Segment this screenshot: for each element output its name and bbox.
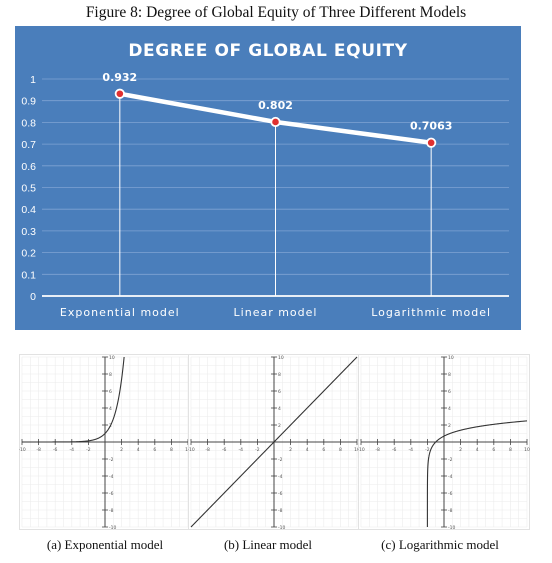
function-curve xyxy=(22,356,125,443)
y-tick-label: 0 xyxy=(30,291,36,303)
y-tick-label: 0.9 xyxy=(21,96,36,108)
logarithmic-graph: -10 -8 -6 -4 -2 2 4 6 8 10 -10 -8 -6 -4 -2 2 4 6 8 10 xyxy=(358,354,530,530)
y-tick-label: 8 xyxy=(278,372,281,378)
y-tick-label: -6 xyxy=(278,491,283,497)
drop-lines xyxy=(119,93,432,296)
data-labels: 0.932 0.802 0.7063 xyxy=(102,71,452,133)
y-tick-label: -8 xyxy=(109,508,114,514)
x-tick-label: -6 xyxy=(392,447,397,453)
y-tick-label: -6 xyxy=(448,491,453,497)
subcaption-logarithmic: (c) Logarithmic model xyxy=(381,537,499,552)
y-tick-label: 10 xyxy=(448,355,454,361)
x-tick-label: 10 xyxy=(354,447,360,453)
y-tick-label: 2 xyxy=(448,423,451,429)
data-label: 0.7063 xyxy=(410,120,452,133)
data-label: 0.802 xyxy=(258,99,293,112)
y-tick-label: 0.2 xyxy=(21,248,36,260)
y-tick-label: 0.3 xyxy=(21,226,36,238)
y-tick-label: 0.1 xyxy=(21,269,36,281)
x-tick-label: 8 xyxy=(170,447,173,453)
y-tick-label: 0.7 xyxy=(21,139,36,151)
y-tick-label: 0.6 xyxy=(21,161,36,173)
x-category-label: Linear model xyxy=(234,306,318,319)
y-tick-label: 2 xyxy=(278,423,281,429)
x-tick-label: -10 xyxy=(188,447,195,453)
y-tick-label: -4 xyxy=(448,474,453,480)
x-tick-label: -4 xyxy=(239,447,244,453)
chart-title: DEGREE OF GLOBAL EQUITY xyxy=(128,41,407,61)
x-tick-label: -6 xyxy=(53,447,58,453)
y-tick-label: -4 xyxy=(109,474,114,480)
x-axis-categories: Exponential model Linear model Logarithmic… xyxy=(60,306,491,319)
x-tick-label: -2 xyxy=(255,447,260,453)
x-tick-label: 4 xyxy=(476,447,479,453)
y-axis-ticks: 0 0.1 0.2 0.3 0.4 0.5 0.6 0.7 0.8 0.9 1 xyxy=(21,74,36,303)
x-tick-label: -8 xyxy=(375,447,380,453)
function-curve xyxy=(190,356,358,528)
x-tick-label: -6 xyxy=(222,447,227,453)
x-category-label: Exponential model xyxy=(60,306,180,319)
y-tick-label: 6 xyxy=(109,389,112,395)
data-point xyxy=(270,116,281,128)
x-tick-label: -10 xyxy=(19,447,26,453)
x-tick-label: 2 xyxy=(289,447,292,453)
y-tick-label: -2 xyxy=(448,457,453,463)
data-point xyxy=(426,137,437,148)
x-tick-label: 6 xyxy=(322,447,325,453)
y-tick-label: 4 xyxy=(278,406,281,412)
y-tick-label: 10 xyxy=(109,355,115,361)
main-chart-panel: DEGREE OF GLOBAL EQUITY 0 0.1 0.2 0.3 0.4 0.5… xyxy=(15,26,521,330)
x-tick-label: 4 xyxy=(306,447,309,453)
x-tick-label: 6 xyxy=(492,447,495,453)
y-tick-label: -8 xyxy=(448,508,453,514)
x-tick-label: 2 xyxy=(459,447,462,453)
y-tick-label: -2 xyxy=(278,457,283,463)
y-tick-label: 6 xyxy=(278,389,281,395)
linear-graph: -10 -8 -6 -4 -2 2 4 6 8 10 -10 -8 -6 -4 -2 2 4 6 8 10 xyxy=(188,354,360,530)
x-tick-label: -2 xyxy=(86,447,91,453)
x-tick-label: 8 xyxy=(339,447,342,453)
y-tick-label: -6 xyxy=(109,491,114,497)
x-tick-label: -2 xyxy=(425,447,430,453)
y-tick-label: 10 xyxy=(278,355,284,361)
y-tick-label: -4 xyxy=(278,474,283,480)
y-tick-label: 0.8 xyxy=(21,117,36,129)
x-tick-label: -10 xyxy=(358,447,365,453)
x-tick-label: 2 xyxy=(120,447,123,453)
y-tick-label: 0.5 xyxy=(21,183,36,195)
y-tick-label: 4 xyxy=(109,406,112,412)
y-tick-label: -10 xyxy=(448,525,455,530)
y-tick-label: 8 xyxy=(109,372,112,378)
y-tick-label: 6 xyxy=(448,389,451,395)
global-equity-chart: DEGREE OF GLOBAL EQUITY 0 0.1 0.2 0.3 0.4 0.5… xyxy=(21,41,509,319)
y-tick-label: 4 xyxy=(448,406,451,412)
x-tick-label: -4 xyxy=(409,447,414,453)
function-curve xyxy=(426,420,528,527)
x-tick-label: -4 xyxy=(70,447,75,453)
y-tick-label: -8 xyxy=(278,508,283,514)
data-point xyxy=(114,88,125,99)
x-tick-label: -8 xyxy=(36,447,41,453)
x-tick-label: 4 xyxy=(137,447,140,453)
y-tick-label: -10 xyxy=(109,525,116,530)
data-markers xyxy=(114,88,437,148)
y-tick-label: -2 xyxy=(109,457,114,463)
figure-caption: Figure 8: Degree of Global Equity of Thr… xyxy=(85,4,467,21)
x-tick-label: -8 xyxy=(205,447,210,453)
x-tick-label: 8 xyxy=(509,447,512,453)
x-tick-label: 10 xyxy=(524,447,530,453)
subcaption-linear: (b) Linear model xyxy=(223,537,313,552)
x-tick-label: 6 xyxy=(153,447,156,453)
x-category-label: Logarithmic model xyxy=(371,306,491,319)
subcaption-exponential: (a) Exponential model xyxy=(46,537,164,552)
data-label: 0.932 xyxy=(102,71,137,84)
y-tick-label: -10 xyxy=(278,525,285,530)
y-tick-label: 0.4 xyxy=(21,204,36,216)
y-tick-label: 1 xyxy=(30,74,36,86)
y-tick-label: 8 xyxy=(448,372,451,378)
